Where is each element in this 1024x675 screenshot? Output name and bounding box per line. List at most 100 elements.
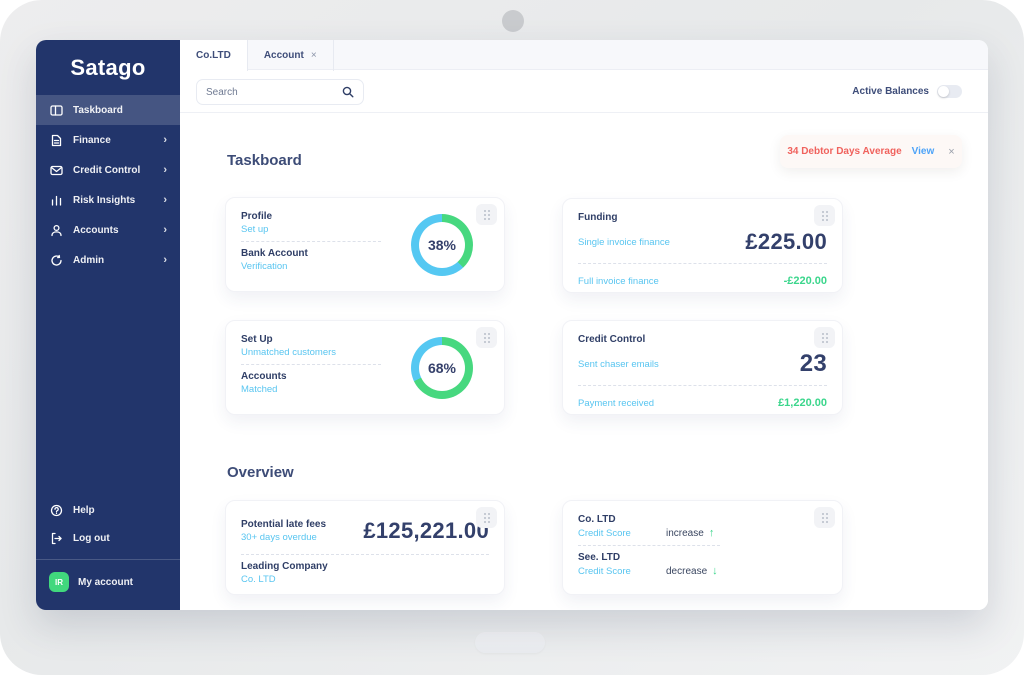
- setup-card: Set Up Unmatched customers Accounts Matc…: [225, 320, 505, 415]
- tab-label: Co.LTD: [196, 49, 231, 61]
- chevron-right-icon: ›: [163, 134, 167, 146]
- stat-label: Payment received: [578, 397, 655, 409]
- sidebar-item-taskboard[interactable]: Taskboard: [36, 95, 180, 125]
- card-row-title: See. LTD: [578, 552, 621, 563]
- sidebar-item-label: Risk Insights: [73, 194, 136, 206]
- tab-account[interactable]: Account ×: [248, 40, 334, 71]
- finance-icon: [49, 133, 63, 147]
- card-row-title: Accounts: [241, 371, 287, 382]
- chevron-right-icon: ›: [163, 194, 167, 206]
- search-input[interactable]: [206, 86, 342, 98]
- logout-icon: [49, 531, 63, 545]
- drag-handle-icon[interactable]: [814, 507, 835, 528]
- sidebar-menu: Taskboard Finance › Credit Control ›: [36, 95, 180, 275]
- dashed-divider: [241, 364, 381, 365]
- close-icon[interactable]: ×: [310, 49, 317, 61]
- sidebar-item-label: Finance: [73, 134, 111, 146]
- dashed-divider: [578, 385, 827, 386]
- sidebar-item-help[interactable]: Help: [36, 499, 180, 521]
- donut-percent-label: 68%: [427, 360, 457, 376]
- trend-label: increase: [666, 527, 704, 539]
- avatar[interactable]: IR: [49, 572, 69, 592]
- dashed-divider: [241, 554, 489, 555]
- card-row-sub: Unmatched customers: [241, 347, 337, 358]
- donut-percent-label: 38%: [427, 237, 457, 253]
- card-row-sub: Credit Score: [578, 565, 631, 577]
- stat-value: £225.00: [745, 229, 827, 254]
- card-row-title: Bank Account: [241, 248, 308, 259]
- tab-co-ltd[interactable]: Co.LTD: [180, 40, 248, 71]
- card-row-sub: Set up: [241, 224, 269, 235]
- profile-card: Profile Set up Bank Account Verification…: [225, 197, 505, 292]
- stat-label: Sent chaser emails: [578, 358, 659, 370]
- taskboard-heading: Taskboard: [227, 152, 302, 169]
- tab-strip: Co.LTD Account ×: [180, 40, 988, 71]
- search-box[interactable]: [196, 79, 364, 105]
- toggle-knob: [938, 86, 949, 97]
- chevron-right-icon: ›: [163, 164, 167, 176]
- dashed-divider: [578, 545, 720, 546]
- sidebar-item-label: Credit Control: [73, 164, 141, 176]
- chevron-right-icon: ›: [163, 224, 167, 236]
- stat-value-green: -£220.00: [783, 275, 827, 287]
- credit-control-icon: [49, 163, 63, 177]
- logout-label: Log out: [73, 532, 110, 544]
- trend-label: decrease: [666, 565, 708, 577]
- sidebar-item-logout[interactable]: Log out: [36, 527, 180, 549]
- stat-label: Full invoice finance: [578, 275, 659, 287]
- profile-donut-chart: 38%: [411, 214, 473, 276]
- close-icon[interactable]: ×: [948, 145, 955, 158]
- sidebar-item-accounts[interactable]: Accounts ›: [36, 215, 180, 245]
- card-row-sub: Verification: [241, 261, 288, 272]
- drag-handle-icon[interactable]: [476, 204, 497, 225]
- late-fees-value: £125,221.00: [363, 518, 489, 543]
- help-label: Help: [73, 504, 95, 516]
- sidebar-item-label: Accounts: [73, 224, 119, 236]
- drag-handle-icon[interactable]: [814, 205, 835, 226]
- dashed-divider: [578, 263, 827, 264]
- card-row-title: Profile: [241, 211, 273, 222]
- accounts-icon: [49, 223, 63, 237]
- toolbar: Active Balances: [180, 70, 988, 113]
- card-title: Funding: [578, 212, 618, 223]
- search-icon: [342, 86, 354, 98]
- sidebar-item-credit-control[interactable]: Credit Control ›: [36, 155, 180, 185]
- funding-card: Funding Single invoice finance £225.00 F…: [562, 198, 843, 293]
- risk-insights-icon: [49, 193, 63, 207]
- chevron-right-icon: ›: [163, 254, 167, 266]
- card-title: Credit Control: [578, 334, 646, 345]
- drag-handle-icon[interactable]: [476, 327, 497, 348]
- active-balances-label: Active Balances: [852, 86, 929, 97]
- active-balances-toggle[interactable]: [937, 85, 962, 98]
- app-logo: Satago: [70, 55, 146, 80]
- sidebar-item-risk-insights[interactable]: Risk Insights ›: [36, 185, 180, 215]
- credit-control-card: Credit Control Sent chaser emails 23 Pay…: [562, 320, 843, 415]
- card-row-title: Co. LTD: [578, 514, 616, 525]
- active-balances-toggle-group: Active Balances: [852, 85, 962, 98]
- sidebar-item-admin[interactable]: Admin ›: [36, 245, 180, 275]
- my-account[interactable]: IR My account: [49, 572, 133, 592]
- sidebar-item-finance[interactable]: Finance ›: [36, 125, 180, 155]
- stat-label: Single invoice finance: [578, 236, 670, 248]
- sidebar: Satago Taskboard Finance ›: [36, 40, 180, 610]
- overview-heading: Overview: [227, 464, 294, 481]
- notification-message: 34 Debtor Days Average: [787, 146, 902, 157]
- credit-score-card: Co. LTD Credit Score increase ↑ See. LTD…: [562, 500, 843, 595]
- card-row-title: Leading Company: [241, 561, 328, 572]
- main-area: Co.LTD Account × Active Balances: [180, 40, 988, 610]
- admin-icon: [49, 253, 63, 267]
- notification-view-link[interactable]: View: [911, 146, 935, 157]
- stat-value-green: £1,220.00: [778, 397, 827, 409]
- dashed-divider: [241, 241, 381, 242]
- drag-handle-icon[interactable]: [814, 327, 835, 348]
- late-fees-card: Potential late fees 30+ days overdue £12…: [225, 500, 505, 595]
- camera-dot: [502, 10, 524, 32]
- stat-value: 23: [799, 350, 827, 377]
- app-window: Satago Taskboard Finance ›: [36, 40, 988, 610]
- content: 34 Debtor Days Average View × Taskboard …: [180, 114, 988, 610]
- drag-handle-icon[interactable]: [476, 507, 497, 528]
- taskboard-icon: [49, 103, 63, 117]
- notification-banner: 34 Debtor Days Average View ×: [780, 135, 962, 168]
- arrow-down-icon: ↓: [712, 565, 718, 577]
